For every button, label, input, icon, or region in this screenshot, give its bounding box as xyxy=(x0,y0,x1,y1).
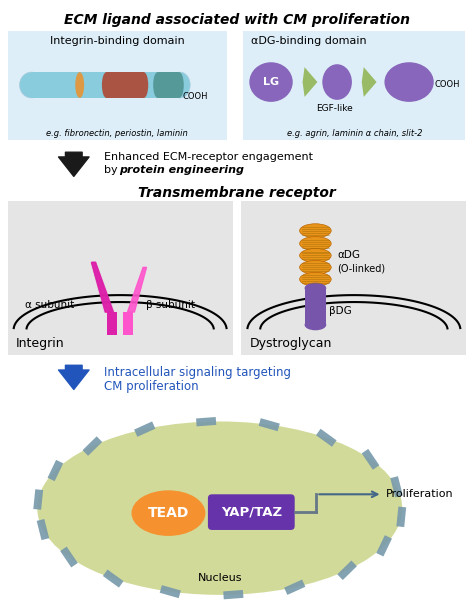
Ellipse shape xyxy=(322,64,352,100)
Text: TEAD: TEAD xyxy=(148,506,189,520)
Polygon shape xyxy=(196,417,216,426)
Text: Integrin-binding domain: Integrin-binding domain xyxy=(50,36,184,47)
Polygon shape xyxy=(362,449,379,470)
Ellipse shape xyxy=(19,72,43,98)
Ellipse shape xyxy=(300,224,331,237)
Bar xyxy=(106,72,144,98)
Polygon shape xyxy=(223,590,244,600)
Polygon shape xyxy=(60,547,78,568)
Text: β subunit: β subunit xyxy=(146,300,195,310)
Text: Nucleus: Nucleus xyxy=(198,573,242,583)
Polygon shape xyxy=(91,263,114,312)
Ellipse shape xyxy=(75,72,84,98)
Ellipse shape xyxy=(300,260,331,274)
Polygon shape xyxy=(47,460,63,481)
Text: YAP/TAZ: YAP/TAZ xyxy=(221,506,282,518)
Polygon shape xyxy=(284,579,305,595)
Ellipse shape xyxy=(384,62,434,102)
Ellipse shape xyxy=(300,248,331,263)
Bar xyxy=(244,31,465,140)
Text: Intracellular signaling targeting: Intracellular signaling targeting xyxy=(104,367,292,379)
Text: α subunit: α subunit xyxy=(25,300,74,310)
Text: (O-linked): (O-linked) xyxy=(337,263,385,273)
Ellipse shape xyxy=(249,62,293,102)
Text: ECM ligand associated with CM proliferation: ECM ligand associated with CM proliferat… xyxy=(64,13,410,26)
Text: COOH: COOH xyxy=(435,79,460,89)
Polygon shape xyxy=(36,519,49,540)
Ellipse shape xyxy=(131,490,205,536)
Ellipse shape xyxy=(139,72,148,98)
Polygon shape xyxy=(390,476,403,498)
Ellipse shape xyxy=(171,72,190,98)
Polygon shape xyxy=(82,436,102,456)
Polygon shape xyxy=(160,585,181,598)
Bar xyxy=(158,72,179,98)
Text: αDG-binding domain: αDG-binding domain xyxy=(251,36,367,47)
Text: βDG: βDG xyxy=(329,306,352,317)
Ellipse shape xyxy=(305,319,326,330)
Polygon shape xyxy=(302,67,318,97)
Bar xyxy=(123,312,133,335)
Text: COOH: COOH xyxy=(182,92,208,101)
Polygon shape xyxy=(134,421,155,437)
Text: Enhanced ECM-receptor engagement: Enhanced ECM-receptor engagement xyxy=(104,153,313,162)
Ellipse shape xyxy=(175,72,184,98)
FancyArrowPatch shape xyxy=(58,365,89,389)
Polygon shape xyxy=(259,418,280,431)
Text: e.g. agrin, laminin α chain, slit-2: e.g. agrin, laminin α chain, slit-2 xyxy=(287,129,422,138)
Ellipse shape xyxy=(305,283,326,293)
Polygon shape xyxy=(91,263,113,312)
Text: protein engineering: protein engineering xyxy=(119,165,244,175)
Polygon shape xyxy=(92,263,112,312)
Polygon shape xyxy=(396,507,406,527)
Text: by: by xyxy=(104,165,121,175)
Text: LG: LG xyxy=(263,77,279,87)
FancyArrowPatch shape xyxy=(58,153,89,177)
Text: EGF-like: EGF-like xyxy=(316,104,353,113)
Ellipse shape xyxy=(300,272,331,286)
Text: Proliferation: Proliferation xyxy=(385,490,453,499)
Bar xyxy=(305,288,326,325)
Polygon shape xyxy=(91,263,113,312)
Bar xyxy=(8,31,227,140)
Polygon shape xyxy=(362,67,376,97)
FancyBboxPatch shape xyxy=(208,494,295,530)
Ellipse shape xyxy=(300,237,331,250)
Polygon shape xyxy=(128,268,146,312)
Polygon shape xyxy=(92,263,113,312)
Text: Dystroglycan: Dystroglycan xyxy=(249,336,332,349)
Text: αDG: αDG xyxy=(337,250,360,261)
Polygon shape xyxy=(376,535,392,557)
Text: Integrin: Integrin xyxy=(16,336,64,349)
Polygon shape xyxy=(337,560,357,580)
Ellipse shape xyxy=(37,421,402,595)
Bar xyxy=(8,201,233,355)
Text: e.g. fibronectin, periostin, laminin: e.g. fibronectin, periostin, laminin xyxy=(46,129,188,138)
Ellipse shape xyxy=(102,72,111,98)
Polygon shape xyxy=(316,429,337,446)
Ellipse shape xyxy=(153,72,162,98)
Text: CM proliferation: CM proliferation xyxy=(104,380,199,394)
Polygon shape xyxy=(33,490,43,510)
Polygon shape xyxy=(103,569,124,587)
Bar xyxy=(107,312,117,335)
Text: Transmembrane receptor: Transmembrane receptor xyxy=(137,186,336,200)
Bar xyxy=(241,201,466,355)
Bar xyxy=(31,72,180,98)
